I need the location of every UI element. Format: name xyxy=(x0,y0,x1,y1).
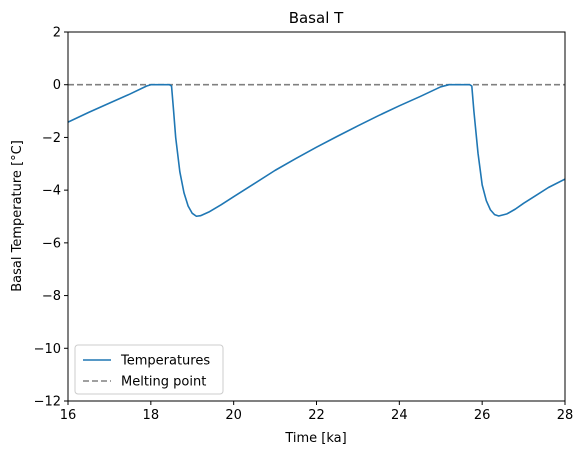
y-tick-label: −6 xyxy=(42,236,61,251)
y-axis-label: Basal Temperature [°C] xyxy=(10,140,25,292)
y-tick-label: −4 xyxy=(42,184,61,199)
y-tick-label: −10 xyxy=(34,342,61,357)
legend-label: Temperatures xyxy=(120,354,210,369)
legend: Temperatures Melting point xyxy=(74,344,224,395)
y-tick-label: 2 xyxy=(53,26,61,41)
x-axis-label: Time [ka] xyxy=(284,431,346,446)
plot-frame xyxy=(67,31,566,402)
series-line-temperatures xyxy=(68,83,565,218)
y-tick-label: 0 xyxy=(53,78,61,93)
y-tick-label: −2 xyxy=(42,131,61,146)
x-tick-label: 24 xyxy=(391,408,408,423)
legend-label: Melting point xyxy=(121,375,206,390)
chart-title: Basal T xyxy=(289,9,344,27)
legend-box xyxy=(74,344,224,395)
y-tick-label: −8 xyxy=(42,289,61,304)
x-tick-label: 18 xyxy=(143,408,160,423)
x-tick-label: 16 xyxy=(60,408,77,423)
x-tick-label: 28 xyxy=(557,408,574,423)
x-tick-label: 26 xyxy=(474,408,491,423)
x-tick-label: 20 xyxy=(225,408,242,423)
x-tick-label: 22 xyxy=(308,408,325,423)
plot-area xyxy=(68,83,565,218)
y-tick-label: −12 xyxy=(34,395,61,410)
axis-ticks: 16 18 20 22 24 26 28 −12 −10 −8 −6 −4 −2 0 2 xyxy=(34,26,574,424)
